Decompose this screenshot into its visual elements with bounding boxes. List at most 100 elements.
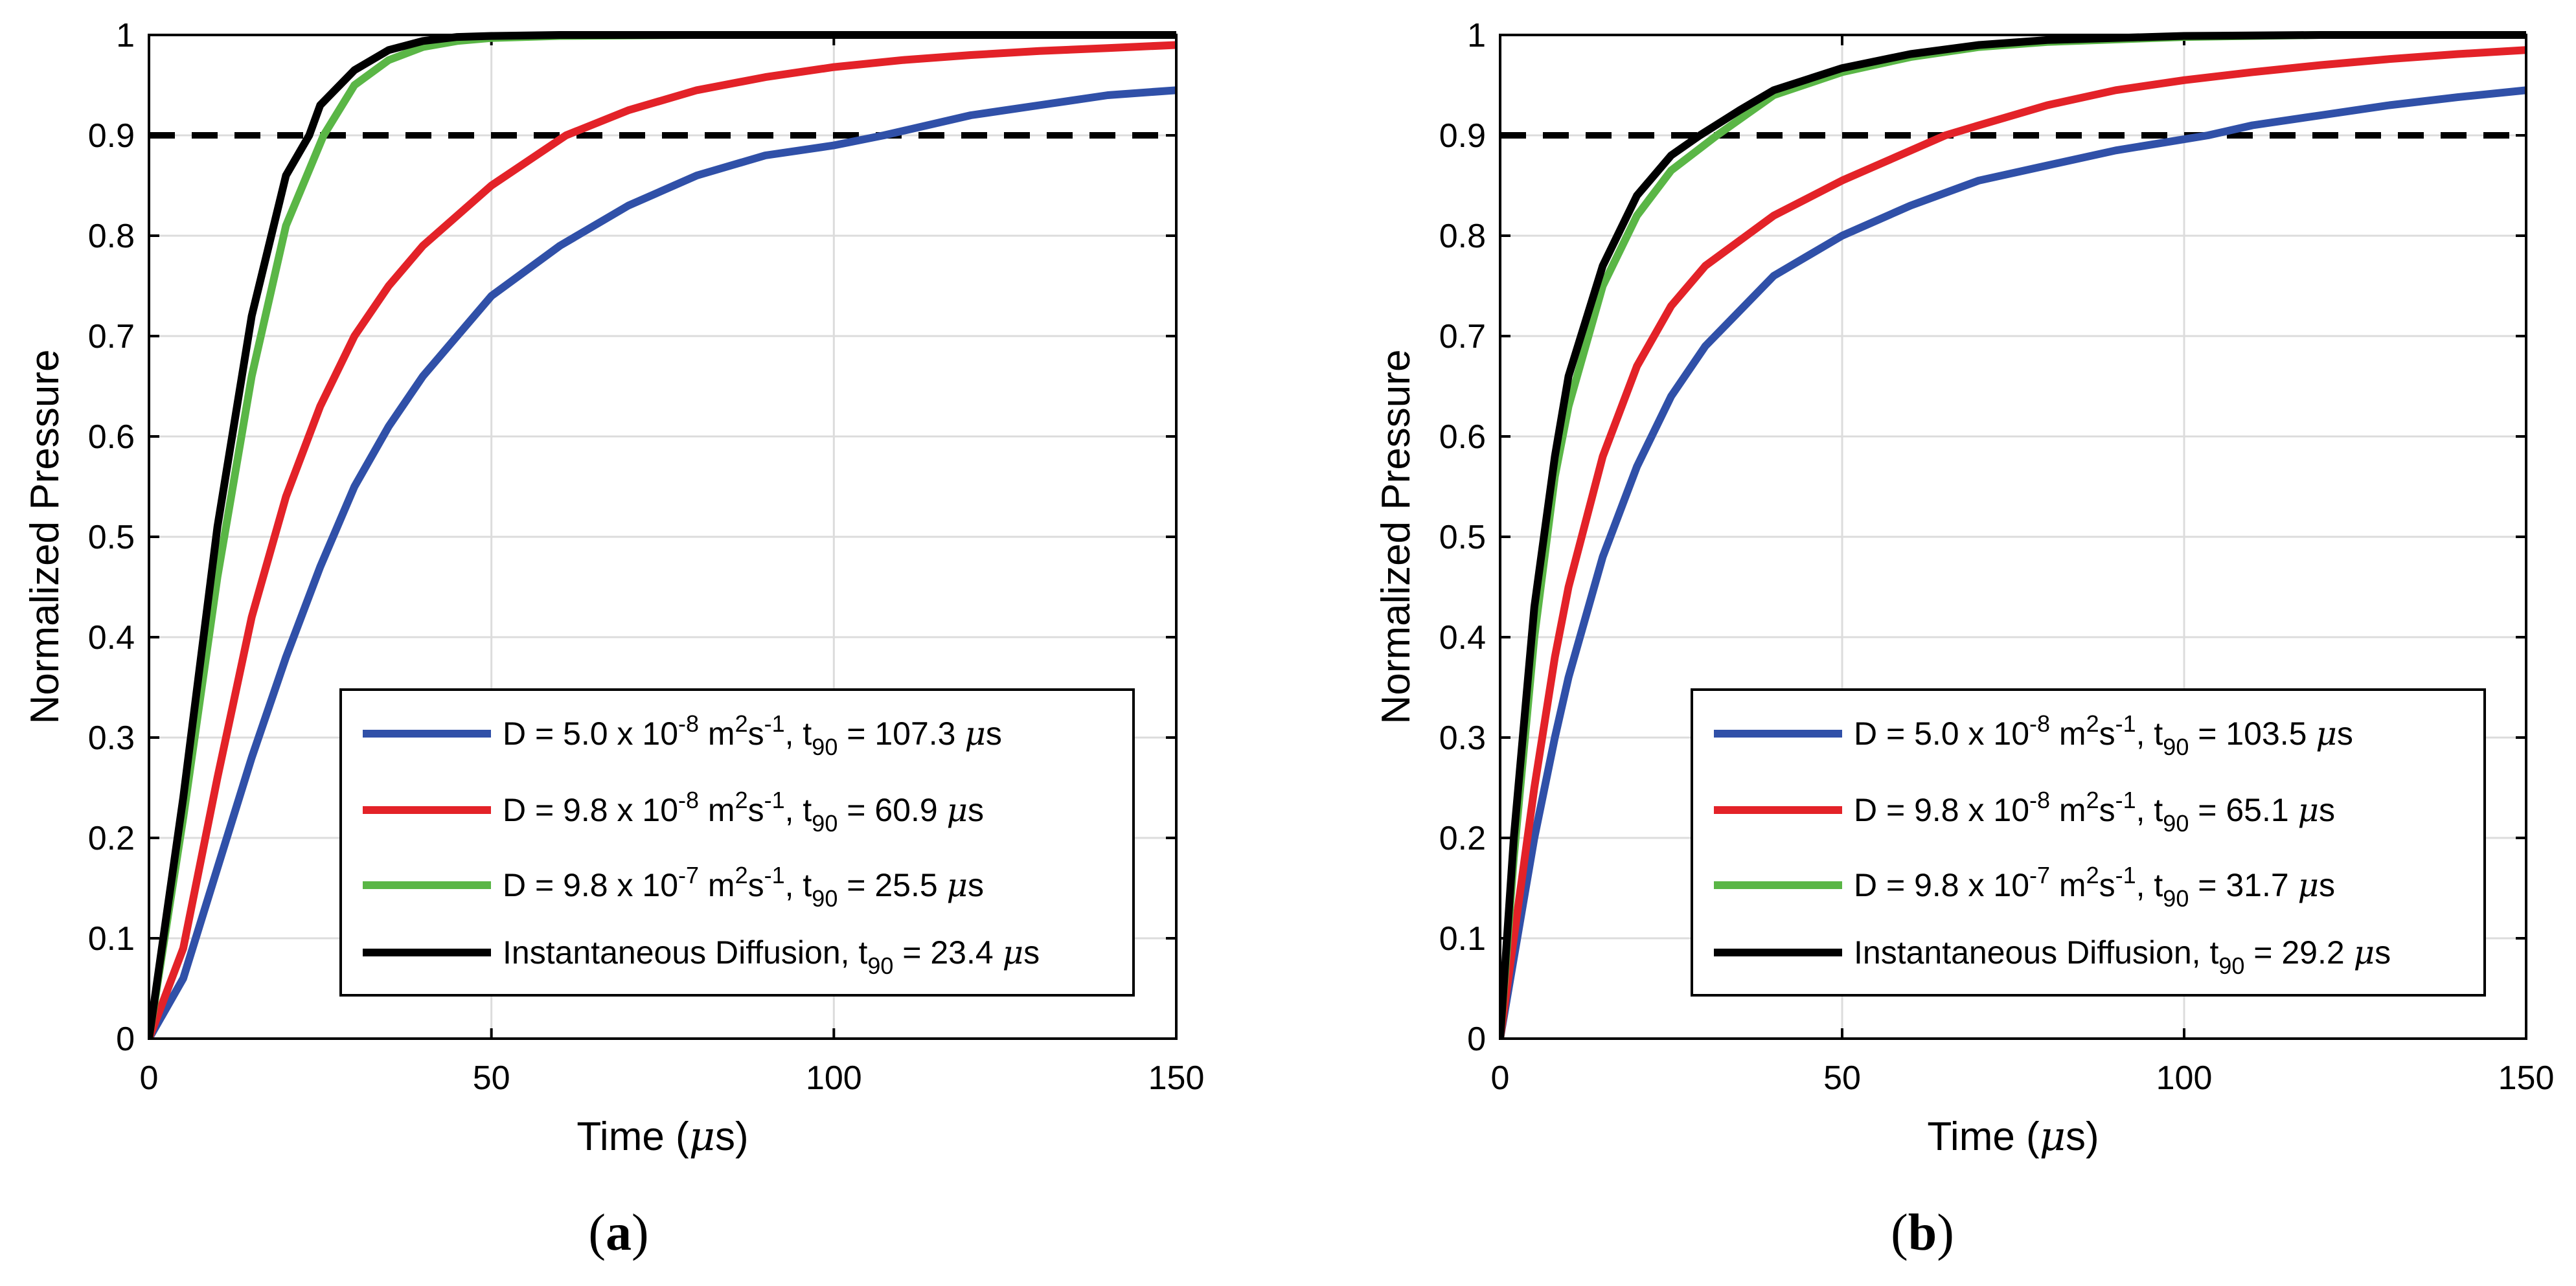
y-axis-label: Normalized Pressure	[23, 350, 67, 725]
legend-part: D = 5.0 x 10	[503, 716, 678, 752]
chart-panel-a: 0 50 100 150 0 0.1 0.2 0.3 0.4 0.5 0.6 0.7 0.8 0.9 1 Ti…	[23, 17, 1204, 1261]
legend-entry-4: Instantaneous Diffusion, t90 = 29.2 μs	[1854, 934, 2391, 979]
legend-exp: 2	[2086, 710, 2099, 737]
legend-entry-2: D = 9.8 x 10-8 m2s-1, t90 = 60.9 μs	[503, 787, 984, 837]
legend-part: s	[2099, 716, 2115, 752]
series-line-4	[1500, 31, 2526, 1039]
legend-sub: 90	[2163, 885, 2189, 912]
x-axis-label-part: s)	[715, 1114, 749, 1159]
legend-exp: 2	[2086, 862, 2099, 888]
y-tick-label: 0.9	[88, 117, 135, 155]
legend-part: s	[748, 867, 764, 903]
legend-sub: 90	[812, 734, 838, 760]
y-tick-label: 0.6	[88, 418, 135, 456]
legend-mu: μ	[2316, 715, 2337, 752]
legend-part: = 60.9	[838, 792, 946, 828]
legend-part: s	[748, 792, 764, 828]
legend-part: = 31.7	[2189, 867, 2297, 903]
legend-part: = 65.1	[2189, 792, 2297, 828]
legend-mu: μ	[2298, 791, 2320, 829]
legend-part: s	[986, 716, 1002, 752]
legend-part: s	[2319, 792, 2335, 828]
legend-entry-3: D = 9.8 x 10-7 m2s-1, t90 = 25.5 μs	[503, 862, 984, 912]
y-tick-label: 0.8	[1439, 218, 1486, 255]
legend-mu: μ	[964, 715, 986, 752]
legend-part: m	[699, 792, 735, 828]
y-tick-label: 0	[116, 1021, 135, 1058]
legend-part: m	[699, 716, 735, 752]
legend-part: s	[748, 716, 764, 752]
legend-sub: 90	[2163, 734, 2189, 760]
series-line-1	[1500, 86, 2526, 1039]
series-line-1	[149, 86, 1176, 1039]
chart-panel-b: 0 50 100 150 0 0.1 0.2 0.3 0.4 0.5 0.6 0.7 0.8 0.9 1 Ti…	[1374, 17, 2554, 1261]
legend-part: D = 9.8 x 10	[503, 867, 678, 903]
panel-paren-close: )	[1937, 1204, 1954, 1261]
x-axis-label-part: s)	[2066, 1114, 2099, 1159]
legend-entry-1: D = 5.0 x 10-8 m2s-1, t90 = 107.3 μs	[503, 710, 1002, 760]
legend-part: = 103.5	[2189, 716, 2316, 752]
legend: D = 5.0 x 10-8 m2s-1, t90 = 103.5 μsD = …	[1691, 688, 2486, 997]
y-tick-label: 0.2	[1439, 820, 1486, 857]
y-tick-label: 0.9	[1439, 117, 1486, 155]
y-axis-label: Normalized Pressure	[1374, 350, 1419, 725]
y-tick-label: 0.1	[1439, 920, 1486, 958]
legend-part: s	[1023, 934, 1040, 971]
y-tick-label: 0.6	[1439, 418, 1486, 456]
legend-mu: μ	[2354, 934, 2375, 971]
legend-part: , t	[2136, 792, 2163, 828]
legend-exp: -1	[764, 710, 785, 737]
series-line-2	[1500, 46, 2526, 1039]
panel-letter: b	[1908, 1204, 1937, 1261]
legend-exp: -8	[2029, 787, 2050, 813]
legend-entry-3: D = 9.8 x 10-7 m2s-1, t90 = 31.7 μs	[1854, 862, 2335, 912]
legend-part: s	[2099, 792, 2115, 828]
legend-exp: -7	[2029, 862, 2050, 888]
legend-part: , t	[785, 867, 812, 903]
legend-sub: 90	[867, 953, 893, 979]
x-axis-label-mu: μ	[2040, 1112, 2066, 1160]
legend-part: , t	[785, 792, 812, 828]
legend-sub: 90	[812, 810, 838, 837]
panel-paren-open: (	[588, 1204, 606, 1261]
x-tick-label: 0	[1491, 1059, 1510, 1097]
x-axis-label-part: Time (	[1927, 1114, 2040, 1159]
x-axis-label-mu: μ	[689, 1112, 715, 1160]
x-tick-label: 0	[140, 1059, 159, 1097]
legend-sub: 90	[812, 885, 838, 912]
legend-part: D = 9.8 x 10	[503, 792, 678, 828]
x-tick-label: 150	[2498, 1059, 2555, 1097]
legend-part: , t	[2136, 867, 2163, 903]
y-tick-label: 0.1	[88, 920, 135, 958]
series-line-2	[149, 41, 1176, 1039]
legend-part: s	[968, 792, 984, 828]
legend-part: D = 5.0 x 10	[1854, 716, 2029, 752]
panel-letter: a	[606, 1204, 632, 1261]
legend-part: s	[2099, 867, 2115, 903]
axes-box	[148, 34, 1178, 1040]
y-tick-label: 0.5	[1439, 519, 1486, 556]
legend-exp: -8	[678, 710, 699, 737]
legend-exp: -1	[2115, 710, 2136, 737]
legend-part: = 25.5	[838, 867, 946, 903]
panel-label: (b)	[1891, 1204, 1954, 1261]
legend-part: Instantaneous Diffusion, t	[503, 934, 867, 971]
y-tick-label: 0.7	[1439, 318, 1486, 355]
x-tick-label: 50	[1823, 1059, 1861, 1097]
legend-part: s	[2319, 867, 2335, 903]
legend-part: , t	[2136, 716, 2163, 752]
panel-paren-close: )	[632, 1204, 649, 1261]
legend-mu: μ	[1003, 934, 1024, 971]
legend-exp: -7	[678, 862, 699, 888]
x-tick-label: 50	[473, 1059, 510, 1097]
y-tick-label: 0.4	[1439, 619, 1486, 657]
legend-exp: -8	[2029, 710, 2050, 737]
x-tick-label: 100	[806, 1059, 862, 1097]
legend-exp: -1	[764, 787, 785, 813]
y-tick-label: 0	[1467, 1021, 1486, 1058]
legend-part: s	[2375, 934, 2391, 971]
legend-entry-2: D = 9.8 x 10-8 m2s-1, t90 = 65.1 μs	[1854, 787, 2335, 837]
x-tick-label: 150	[1148, 1059, 1205, 1097]
legend-part: m	[2050, 867, 2086, 903]
